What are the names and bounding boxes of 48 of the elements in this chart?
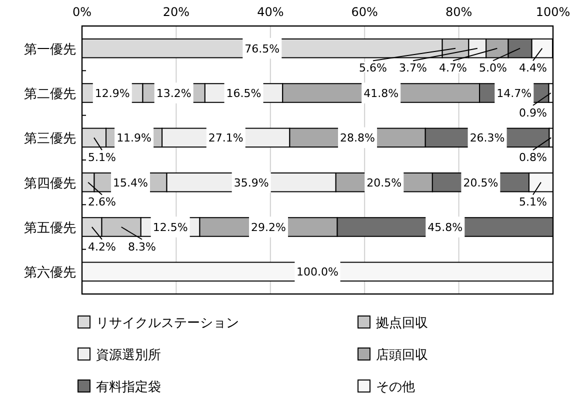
y-tick-label: 第四優先 xyxy=(24,176,76,192)
data-label: 0.8% xyxy=(519,151,547,164)
x-tick-label: 0% xyxy=(72,5,92,19)
data-label: 14.7% xyxy=(496,87,532,100)
data-label: 8.3% xyxy=(128,240,156,254)
data-label: 5.1% xyxy=(88,151,116,164)
x-tick-label: 60% xyxy=(351,5,378,19)
legend-label: 拠点回収 xyxy=(376,316,428,331)
y-tick-label: 第一優先 xyxy=(24,42,76,58)
data-label: 27.1% xyxy=(208,132,244,145)
legend-label: 資源選別所 xyxy=(96,348,161,363)
data-label: 5.0% xyxy=(479,62,507,75)
data-label: 45.8% xyxy=(428,221,463,234)
legend-label: 店頭回収 xyxy=(376,347,428,363)
data-label: 11.9% xyxy=(116,132,152,145)
data-label: 26.3% xyxy=(470,132,505,145)
y-tick-label: 第三優先 xyxy=(24,132,76,147)
legend-label: その他 xyxy=(376,380,415,395)
y-tick-label: 第六優先 xyxy=(24,266,76,281)
data-label: 20.5% xyxy=(366,176,402,190)
legend-label: 有料指定袋 xyxy=(96,380,161,395)
data-label: 3.7% xyxy=(399,62,427,75)
data-label: 4.7% xyxy=(439,62,467,75)
x-tick-label: 20% xyxy=(162,5,190,19)
y-tick-label: 第五優先 xyxy=(24,221,76,236)
data-label: 20.5% xyxy=(463,176,498,190)
data-label: 100.0% xyxy=(296,266,338,279)
data-label: 41.8% xyxy=(364,87,399,100)
data-label: 29.2% xyxy=(251,221,286,234)
data-label: 5.6% xyxy=(359,62,387,75)
data-label: 15.4% xyxy=(113,176,148,190)
x-tick-label: 80% xyxy=(445,5,472,19)
data-label: 12.9% xyxy=(94,87,130,100)
data-label: 2.6% xyxy=(88,196,116,209)
x-tick-label: 40% xyxy=(257,5,284,19)
data-label: 13.2% xyxy=(156,87,192,100)
data-label: 76.5% xyxy=(244,42,280,56)
y-tick-label: 第二優先 xyxy=(24,87,76,102)
data-label: 16.5% xyxy=(226,87,262,100)
data-label: 28.8% xyxy=(340,132,376,145)
data-label: 4.4% xyxy=(519,62,547,75)
data-label: 0.9% xyxy=(519,106,547,120)
x-tick-label: 100% xyxy=(536,5,570,19)
data-label: 12.5% xyxy=(152,221,188,234)
data-label: 5.1% xyxy=(519,196,547,209)
legend-label: リサイクルステーション xyxy=(96,316,239,331)
data-label: 4.2% xyxy=(88,240,116,254)
data-label: 35.9% xyxy=(234,176,269,190)
